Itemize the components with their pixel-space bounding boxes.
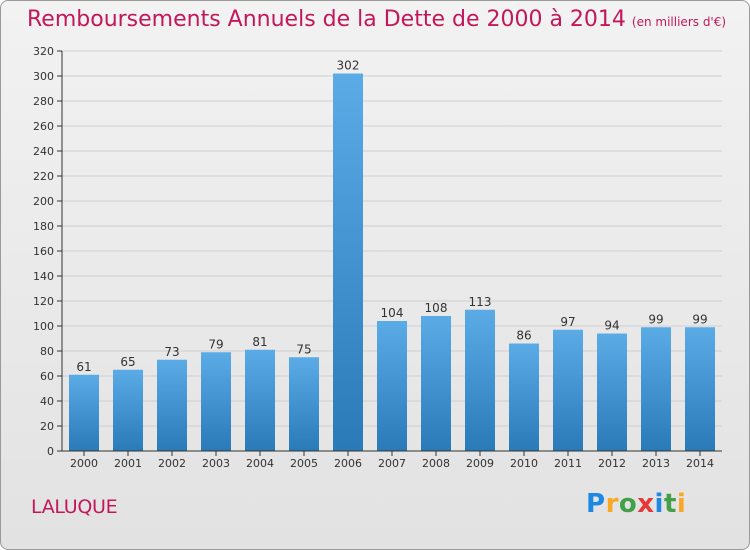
x-tick-label: 2000 [70,457,98,470]
bar [245,349,275,451]
y-tick-label: 0 [47,445,54,458]
bar-value-label: 73 [164,345,179,359]
bar [157,359,187,451]
bar [377,321,407,451]
bar [465,309,495,451]
x-tick-label: 2006 [334,457,362,470]
x-tick-label: 2014 [686,457,714,470]
bar-value-label: 75 [296,342,311,356]
y-tick-label: 280 [33,95,54,108]
bar [597,333,627,451]
x-tick-label: 2002 [158,457,186,470]
y-tick-label: 80 [40,345,54,358]
y-tick-label: 60 [40,370,54,383]
bar [289,357,319,451]
x-tick-label: 2007 [378,457,406,470]
x-tick-label: 2009 [466,457,494,470]
bar-value-label: 94 [604,319,619,333]
bar-value-label: 61 [76,360,91,374]
chart-title-text: Remboursements Annuels de la Dette de 20… [27,7,626,32]
y-tick-label: 140 [33,270,54,283]
y-tick-label: 120 [33,295,54,308]
bar-value-label: 65 [120,355,135,369]
bar-value-label: 79 [208,337,223,351]
axes: 0 20 40 60 80 100 120 140 160 180 200 220 240 260 280 3… [33,45,722,470]
y-tick-label: 160 [33,245,54,258]
bar-value-label: 108 [425,301,448,315]
bar [333,73,363,451]
x-tick-label: 2013 [642,457,670,470]
bar-value-label: 99 [648,312,663,326]
x-tick-label: 2005 [290,457,318,470]
y-tick-label: 20 [40,420,54,433]
bar-value-label: 104 [381,306,404,320]
x-tick-label: 2011 [554,457,582,470]
bar-value-label: 113 [469,295,492,309]
y-tick-label: 180 [33,220,54,233]
x-tick-label: 2010 [510,457,538,470]
chart-subtitle: (en milliers d'€) [631,15,727,29]
bar-value-label: 97 [560,315,575,329]
y-tick-label: 100 [33,320,54,333]
y-tick-label: 240 [33,145,54,158]
bar [201,352,231,451]
x-tick-label: 2003 [202,457,230,470]
y-tick-label: 200 [33,195,54,208]
y-tick-label: 40 [40,395,54,408]
x-tick-label: 2012 [598,457,626,470]
x-tick-label: 2008 [422,457,450,470]
y-tick-label: 300 [33,70,54,83]
chart-title: Remboursements Annuels de la Dette de 20… [27,7,726,32]
bar [685,327,715,451]
x-tick-label: 2001 [114,457,142,470]
bar [69,374,99,451]
bar [553,329,583,451]
bar-value-label: 81 [252,335,267,349]
bar-value-label: 302 [337,59,360,73]
commune-name: LALUQUE [31,496,118,518]
bar [113,369,143,451]
y-tick-label: 260 [33,120,54,133]
bar [421,316,451,451]
y-tick-label: 220 [33,170,54,183]
bar [509,343,539,451]
bar-value-label: 86 [516,329,531,343]
bars: 61 65 73 79 81 75 302 104 108 113 86 97 94 99 99 [69,59,715,451]
x-tick-label: 2004 [246,457,274,470]
y-tick-label: 320 [33,45,54,58]
proxiti-logo: Proxiti [586,489,687,519]
bar-value-label: 99 [692,312,707,326]
bar [641,327,671,451]
